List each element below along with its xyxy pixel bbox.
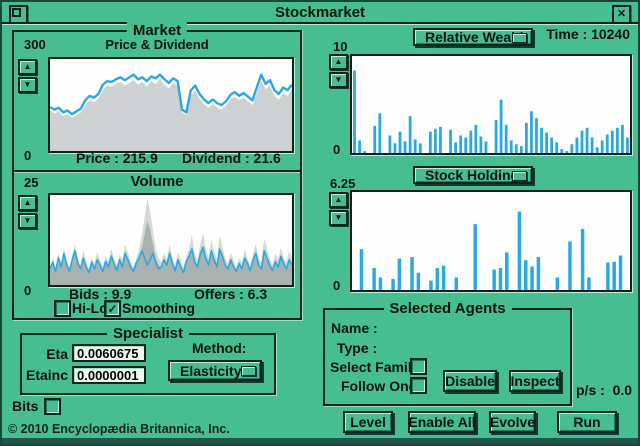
smoothing-checkbox[interactable]: ✓ [104,300,121,317]
eta-input[interactable] [72,344,146,362]
specialist-panel: Specialist Eta Etainc Method: Elasticity [20,325,276,395]
level-button[interactable]: Level [343,411,393,433]
method-label: Method: [192,340,247,356]
price-dividend-chart [48,57,294,153]
wealth-ymin-label: 0 [333,142,341,157]
stock-holding-menu-button[interactable]: Stock Holding [413,166,533,184]
volume-scroll-down-button[interactable]: ▼ [18,213,37,229]
smoothing-label: Smoothing [122,300,196,316]
stock-holding-label: Stock Holding [425,167,520,183]
bits-checkbox[interactable] [44,398,61,415]
holding-ymax-label: 6.25 [330,176,356,191]
method-dropdown[interactable]: Elasticity [168,360,262,381]
up-arrow-icon: ▲ [334,57,343,66]
market-legend: Market [126,22,188,39]
market-panel: Market 300 Price & Dividend ▲ ▼ 0 Price … [12,22,302,172]
follow-one-label: Follow One [341,378,417,394]
up-arrow-icon: ▲ [334,195,343,204]
market-ymax-label: 300 [24,37,46,52]
volume-title: Volume [130,173,184,190]
enable-all-button[interactable]: Enable All [408,411,476,433]
up-arrow-icon: ▲ [23,198,32,207]
price-dividend-subtitle: Price & Dividend [105,37,209,52]
relative-wealth-menu-button[interactable]: Relative Wealth [413,28,533,46]
bids-label: Bids : 9.9 [69,286,132,302]
down-arrow-icon: ▼ [334,213,343,222]
titlebar-divider [2,22,638,24]
wealth-scroll-down-button[interactable]: ▼ [329,72,348,88]
holding-scroll-down-button[interactable]: ▼ [329,210,348,226]
disable-button-label: Disable [445,373,495,389]
dividend-label: Dividend : 21.6 [182,150,281,166]
volume-ymin-label: 0 [24,283,32,298]
relative-wealth-label: Relative Wealth [425,29,529,45]
select-family-label: Select Family [330,359,420,375]
offers-label: Offers : 6.3 [194,286,268,302]
disable-button[interactable]: Disable [443,370,497,392]
ps-value: 0.0 [612,382,633,398]
titlebar-divider-highlight [2,24,638,25]
down-arrow-icon: ▼ [23,80,32,89]
hilo-checkbox[interactable] [54,300,71,317]
agent-name-label: Name : [331,320,378,336]
bottom-strip [2,438,638,444]
volume-ymax-label: 25 [24,175,39,190]
inspect-button-label: Inspect [510,373,560,389]
run-button-label: Run [573,414,601,430]
evolve-button-label: Evolve [489,414,536,430]
up-arrow-icon: ▲ [23,62,32,71]
bits-label: Bits [12,398,39,414]
holding-ymin-label: 0 [333,278,341,293]
market-scroll-up-button[interactable]: ▲ [18,59,37,75]
down-arrow-icon: ▼ [23,216,32,225]
etainc-label: Etainc [25,367,68,383]
volume-panel: 25 Volume ▲ ▼ 0 Bids : 9.9 Offers : 6.3 … [12,170,302,320]
holding-scroll-up-button[interactable]: ▲ [329,192,348,208]
window-title: Stockmarket [274,4,366,21]
eta-label: Eta [46,346,68,362]
hilo-label: Hi-Lo [72,300,108,316]
market-scroll-down-button[interactable]: ▼ [18,77,37,93]
evolve-button[interactable]: Evolve [489,411,536,433]
specialist-legend: Specialist [106,325,190,342]
follow-one-checkbox[interactable] [410,377,427,394]
time-label: Time : 10240 [546,26,630,42]
menu-indicator-icon [512,171,527,181]
stock-holding-chart [350,190,632,292]
etainc-input[interactable] [72,366,146,384]
agent-type-label: Type : [337,340,378,356]
selected-agents-panel: Selected Agents Name : Type : Select Fam… [323,300,572,406]
copyright-notice: © 2010 Encyclopædia Britannica, Inc. [8,422,230,436]
window-menu-inner-square [12,8,21,17]
volume-scroll-up-button[interactable]: ▲ [18,195,37,211]
level-button-label: Level [350,414,386,430]
check-mark-icon: ✓ [107,301,118,316]
inspect-button[interactable]: Inspect [509,370,561,392]
wealth-ymax-label: 10 [333,39,348,54]
method-dropdown-value: Elasticity [180,362,242,379]
run-button[interactable]: Run [557,411,617,433]
wealth-scroll-up-button[interactable]: ▲ [329,54,348,70]
menu-indicator-icon [512,33,527,43]
dropdown-indicator-icon [241,366,256,376]
title-bar[interactable]: Stockmarket ✕ [2,2,638,24]
price-label: Price : 215.9 [76,150,158,166]
market-ymin-label: 0 [24,148,32,163]
ps-label: p/s : 0.0 [576,382,633,398]
down-arrow-icon: ▼ [334,75,343,84]
relative-wealth-chart [350,54,632,155]
select-family-checkbox[interactable] [410,358,427,375]
volume-chart [48,193,294,287]
selected-agents-legend: Selected Agents [383,300,512,317]
enable-all-button-label: Enable All [408,414,476,430]
